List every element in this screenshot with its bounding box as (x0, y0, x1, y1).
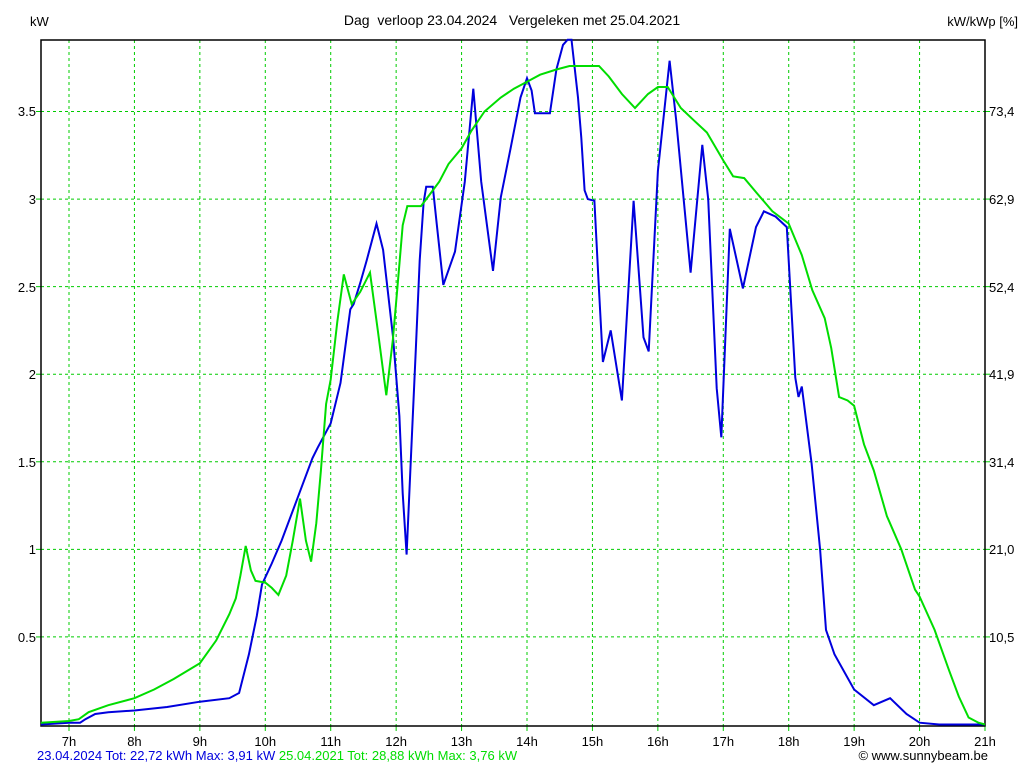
y-tick-label-right: 41,9 (989, 367, 1015, 383)
y-tick-label-right: 21,0 (989, 542, 1015, 558)
y-tick-label-right: 73,4 (989, 104, 1015, 120)
x-tick-label: 10h (254, 734, 277, 749)
stat-2021: 25.04.2021 Tot: 28,88 kWh Max: 3,76 kW (278, 748, 518, 763)
x-tick-label: 20h (908, 734, 931, 749)
y-tick-label-right: 52,4 (989, 279, 1015, 295)
left-axis-unit: kW (30, 14, 49, 29)
y-tick-label-left: 1.5 (17, 454, 36, 470)
chart-title: Dag verloop 23.04.2024 Vergeleken met 25… (343, 12, 681, 28)
x-tick-label: 8h (127, 734, 142, 749)
x-tick-label: 7h (61, 734, 77, 749)
y-tick-label-right: 10,5 (989, 629, 1015, 645)
x-tick-label: 13h (450, 734, 473, 749)
x-tick-label: 16h (646, 734, 669, 749)
y-tick-label-left: 0.5 (17, 629, 36, 645)
stat-2024: 23.04.2024 Tot: 22,72 kWh Max: 3,91 kW (37, 748, 276, 763)
x-tick-label: 18h (777, 734, 800, 749)
series-line-25-04-2021 (40, 65, 986, 726)
series-line-23-04-2024 (40, 38, 985, 726)
x-tick-label: 14h (516, 734, 538, 749)
right-axis-unit: kW/kWp [%] (947, 14, 1018, 29)
x-tick-label: 17h (712, 734, 735, 749)
x-tick-label: 21h (974, 734, 996, 749)
x-tick-label: 15h (581, 734, 604, 749)
x-tick-label: 9h (192, 734, 208, 749)
plot-border (40, 39, 986, 727)
copyright-label: © www.sunnybeam.be (858, 748, 988, 763)
footer-stats: 23.04.2024 Tot: 22,72 kWh Max: 3,91 kW 2… (37, 749, 517, 762)
y-tick-label-right: 31,4 (989, 454, 1015, 470)
x-tick-label: 19h (843, 734, 865, 749)
x-tick-label: 12h (385, 734, 407, 749)
x-tick-label: 11h (320, 734, 342, 749)
y-tick-label-left: 3.5 (17, 104, 36, 120)
y-tick-label-left: 2.5 (17, 279, 36, 295)
y-tick-label-left: 1 (28, 542, 36, 558)
y-tick-label-right: 62,9 (989, 192, 1015, 208)
y-tick-label-left: 3 (28, 192, 36, 208)
y-tick-label-left: 2 (28, 367, 36, 383)
